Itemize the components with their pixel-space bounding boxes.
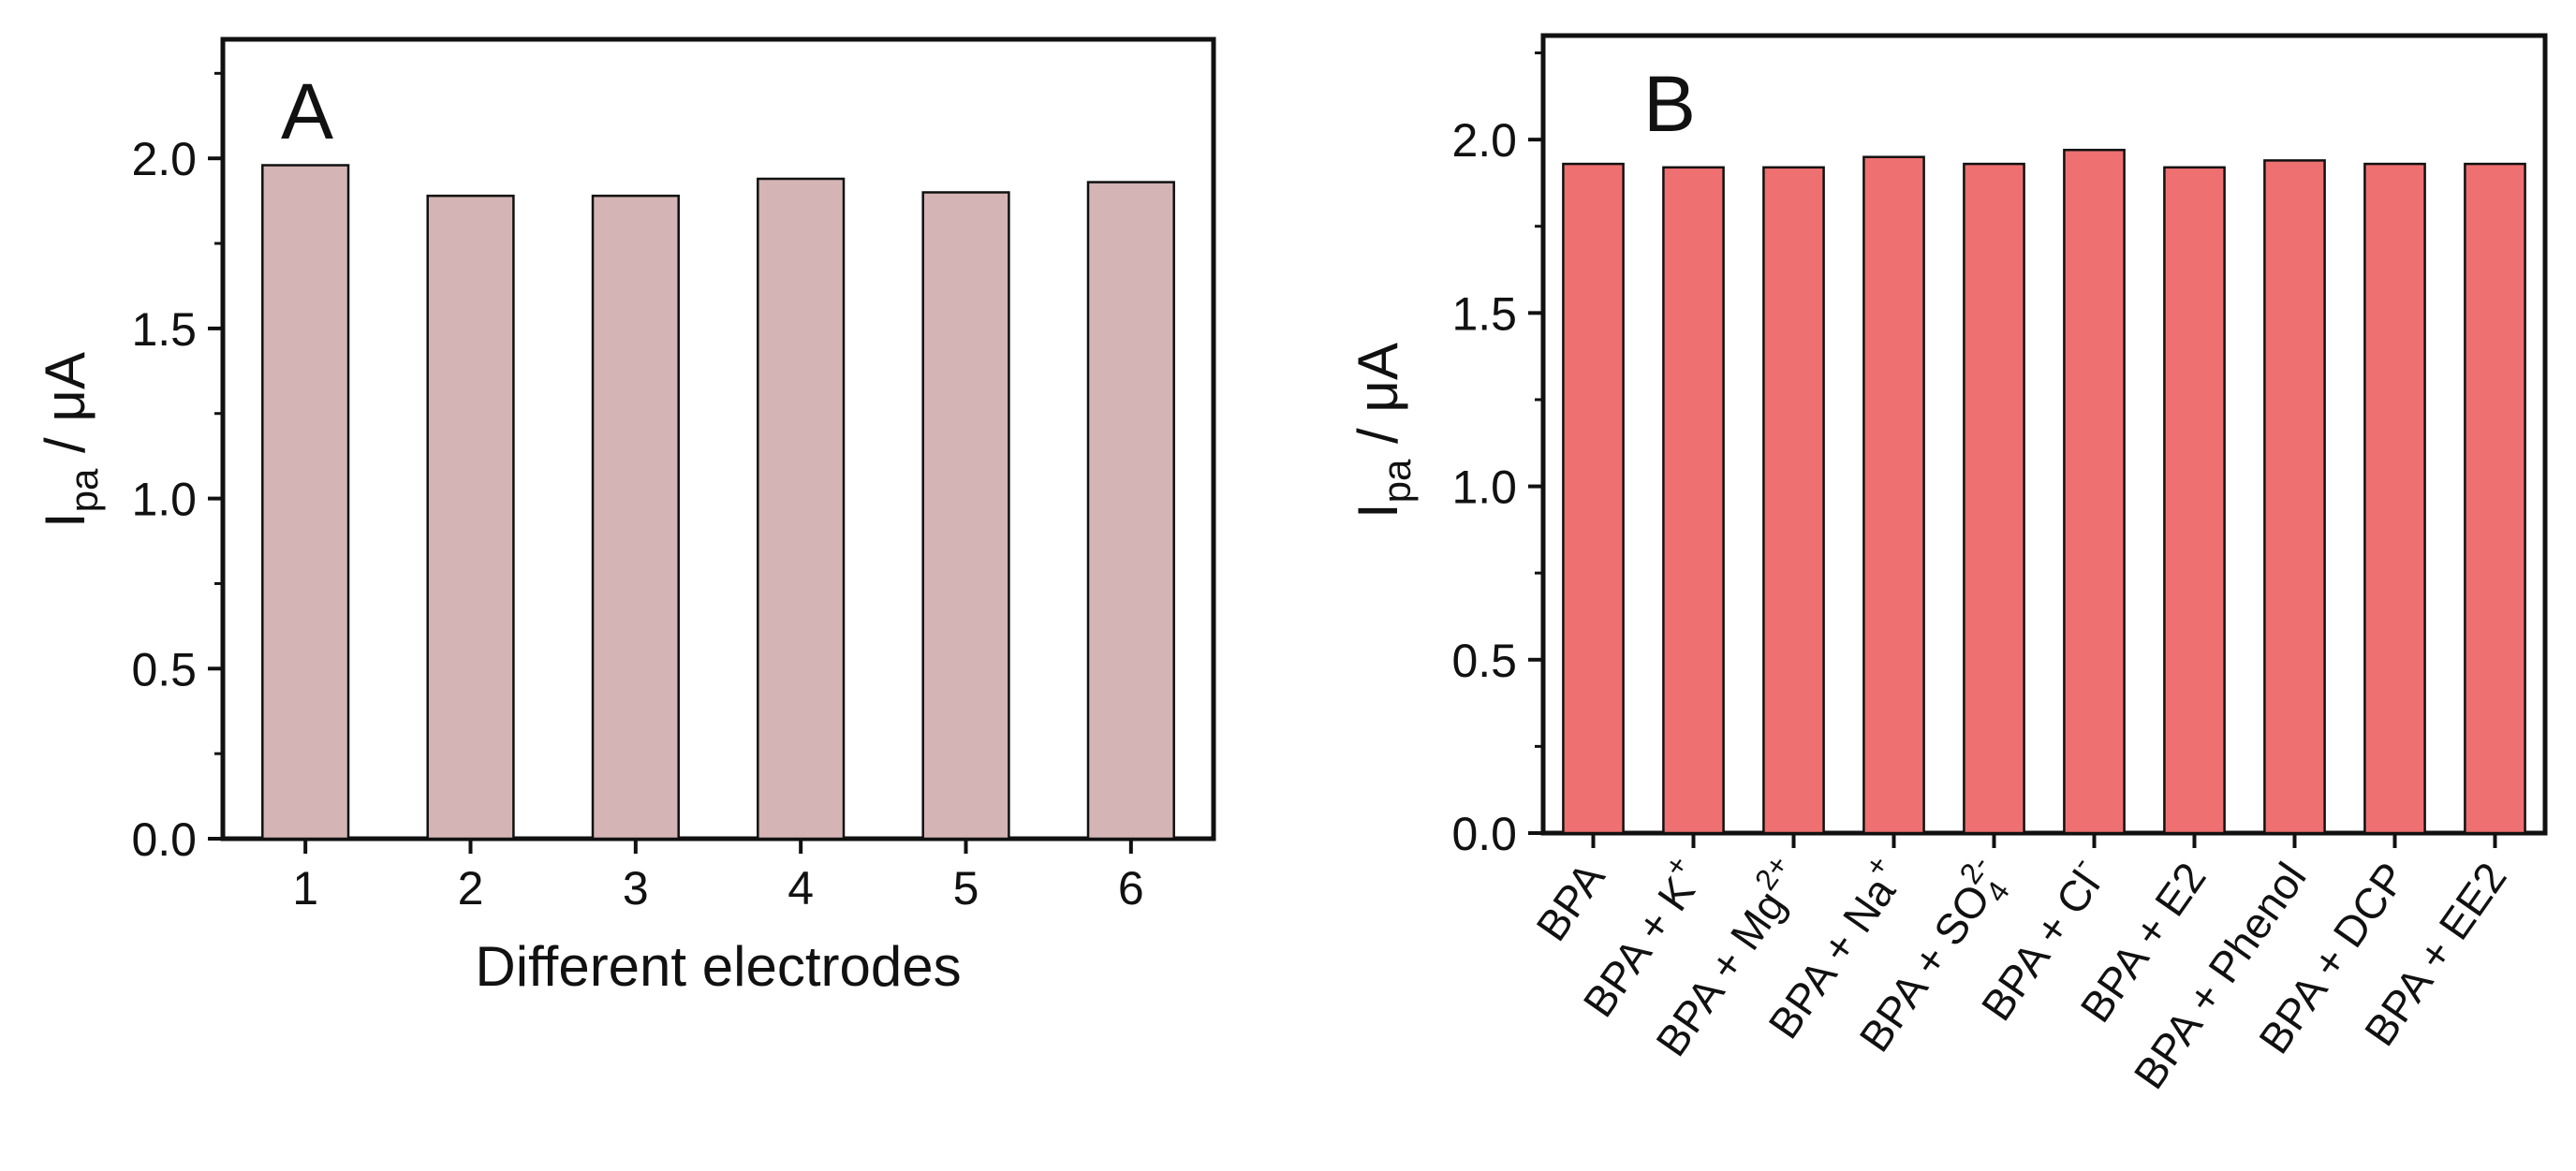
panel-a-y-axis-title: Ipa / μA: [34, 352, 106, 528]
panel-b-y-axis-title-subscript: pa: [1375, 459, 1419, 503]
panel-b-bars: [1562, 148, 2526, 835]
panel-a-bar-3: [591, 194, 680, 841]
panel-a-y-axis-title-main: I: [34, 512, 96, 528]
panel-b-y-axis-title-rest: / μA: [1347, 343, 1409, 460]
panel-a-chart: 0.0 0.5 1.0 1.5 2.0 1 2 3 4 5 6 A Different elect…: [34, 37, 1216, 998]
panel-b-x-tick-label: BPA: [1526, 854, 1614, 950]
panel-a-y-tick-label: 1.0: [131, 474, 197, 526]
panel-b-y-tick-label: 1.0: [1451, 461, 1517, 514]
panel-b-bar-8: [2263, 159, 2326, 835]
panel-a-plot-frame: [220, 37, 1216, 842]
panel-a-y-tick-label: 0.5: [131, 643, 197, 695]
panel-b-y-tick-label: 0.5: [1451, 635, 1517, 687]
panel-b-bar-4: [1862, 155, 1925, 835]
panel-a-x-tick-label: 5: [953, 862, 979, 915]
panel-b-y-tick-label: 1.5: [1451, 287, 1517, 340]
panel-b-y-axis: 0.0 0.5 1.0 1.5 2.0: [1451, 51, 1543, 860]
panel-b-bar-9: [2363, 162, 2426, 835]
panel-b-plot-frame: [1540, 33, 2548, 836]
panel-a-x-tick-label: 3: [623, 862, 649, 915]
panel-a-bars: [261, 164, 1175, 841]
panel-b-y-tick-label: 2.0: [1451, 114, 1517, 167]
panel-b-x-tick-label-text: BPA: [1526, 854, 1614, 950]
panel-a-bar-2: [426, 194, 515, 841]
panel-a-bar-6: [1086, 181, 1175, 841]
panel-b-bar-7: [2163, 166, 2226, 835]
panel-a-y-tick-label: 2.0: [131, 133, 197, 185]
panel-b-bar-6: [2063, 148, 2126, 835]
panel-a-x-tick-label: 2: [458, 862, 484, 915]
panel-b-bar-3: [1762, 166, 1825, 835]
panel-b-y-tick-label: 0.0: [1451, 808, 1517, 860]
panel-a-x-axis-title: Different electrodes: [475, 935, 961, 998]
panel-a-y-axis-title-subscript: pa: [62, 468, 106, 512]
panel-a-x-tick-label: 4: [788, 862, 814, 915]
panel-a-bar-1: [261, 164, 350, 841]
panel-a-x-tick-label: 6: [1118, 862, 1144, 915]
panel-b-y-axis-title: Ipa / μA: [1347, 343, 1419, 519]
panel-b-y-axis-title-main: I: [1347, 503, 1409, 519]
panel-a-y-axis-title-rest: / μA: [34, 352, 96, 469]
panel-a-y-tick-label: 1.5: [131, 303, 197, 356]
panel-b-bar-10: [2464, 162, 2526, 835]
panel-b-label: B: [1643, 60, 1696, 148]
panel-a-bar-4: [757, 177, 846, 841]
panel-a-y-axis: 0.0 0.5 1.0 1.5 2.0: [131, 71, 223, 866]
panel-a-x-axis: 1 2 3 4 5 6: [292, 839, 1144, 915]
panel-a-label: A: [281, 67, 333, 155]
panel-b-bar-2: [1662, 166, 1725, 835]
panel-a-y-tick-label: 0.0: [131, 813, 197, 866]
panel-a-bar-5: [921, 191, 1010, 841]
panel-b-bar-1: [1562, 162, 1625, 835]
panel-b-bar-5: [1963, 162, 2025, 835]
panel-a-x-tick-label: 1: [292, 862, 318, 915]
